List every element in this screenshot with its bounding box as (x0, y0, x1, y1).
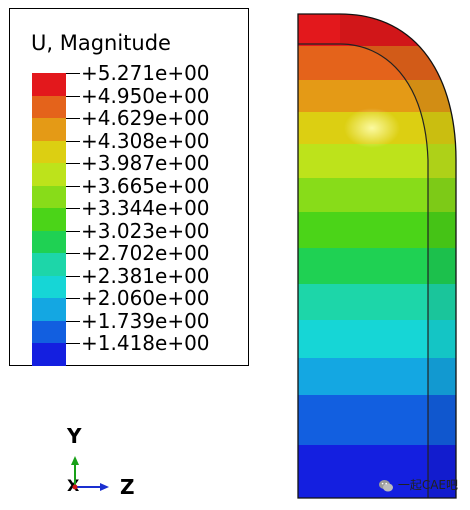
legend-label: +4.950e+00 (81, 83, 210, 108)
legend-swatch (32, 118, 66, 141)
legend-swatch (32, 208, 66, 231)
legend-swatch (32, 343, 66, 366)
contour-bands (298, 14, 456, 498)
legend-swatch (32, 163, 66, 186)
legend-swatch (32, 320, 66, 343)
watermark-text: 一起CAE吧 (397, 478, 458, 492)
legend-tick (66, 253, 80, 254)
contour-band (298, 284, 456, 321)
contour-band (298, 358, 456, 396)
legend-label: +4.308e+00 (81, 128, 210, 153)
legend-swatch (32, 230, 66, 253)
legend-title: U, Magnitude (31, 31, 171, 55)
legend-label: +4.629e+00 (81, 106, 210, 130)
legend-label: +3.665e+00 (81, 173, 210, 198)
legend-tick (66, 185, 80, 187)
legend-tick (66, 95, 80, 97)
legend-label: +2.702e+00 (81, 241, 210, 265)
legend-swatch (32, 185, 66, 208)
legend-tick (66, 118, 80, 119)
legend-swatch (32, 73, 66, 96)
legend-tick (66, 73, 80, 74)
coordinate-triad: Y Z X (55, 420, 155, 510)
contour-band (298, 395, 456, 446)
legend-tick (66, 230, 80, 232)
inner-surface-outline (298, 43, 429, 498)
legend-label: +1.739e+00 (81, 308, 210, 333)
legend-box: U, Magnitude +5.271e+00 +4.950e+00 +4.629e… (9, 8, 249, 366)
legend-label: +3.344e+00 (81, 196, 210, 220)
legend-tick (66, 275, 80, 277)
contour-band (298, 445, 456, 498)
legend-swatch (32, 298, 66, 321)
contour-band (298, 144, 456, 179)
body-outline (297, 13, 457, 499)
watermark: 一起CAE吧 (378, 476, 458, 494)
triad-axes (71, 456, 109, 491)
legend-label: +2.060e+00 (81, 286, 210, 310)
legend-tick (66, 320, 80, 322)
contour-band (298, 80, 456, 113)
contour-band (298, 320, 456, 359)
legend-label: +3.987e+00 (81, 151, 210, 175)
contour-band (298, 178, 456, 213)
wechat-icon (379, 479, 393, 491)
legend-tick (66, 298, 80, 299)
legend-tick (66, 140, 80, 142)
outer-shell-shading (340, 14, 456, 498)
legend-tick (66, 163, 80, 164)
triad-y-label: Y (67, 424, 82, 448)
legend-label: +3.023e+00 (81, 218, 210, 243)
legend-label: +1.418e+00 (81, 331, 210, 355)
legend-tick (66, 208, 80, 209)
legend-label: +5.271e+00 (81, 61, 210, 85)
legend-swatch (32, 253, 66, 276)
legend-tick (66, 343, 80, 344)
contour-band (298, 212, 456, 249)
legend-label: +2.381e+00 (81, 263, 210, 288)
legend-swatch (32, 140, 66, 163)
contour-band (298, 248, 456, 285)
legend-swatch (32, 95, 66, 118)
triad-z-label: Z (120, 475, 135, 499)
highlight-glare (344, 108, 400, 148)
legend-swatch (32, 275, 66, 298)
